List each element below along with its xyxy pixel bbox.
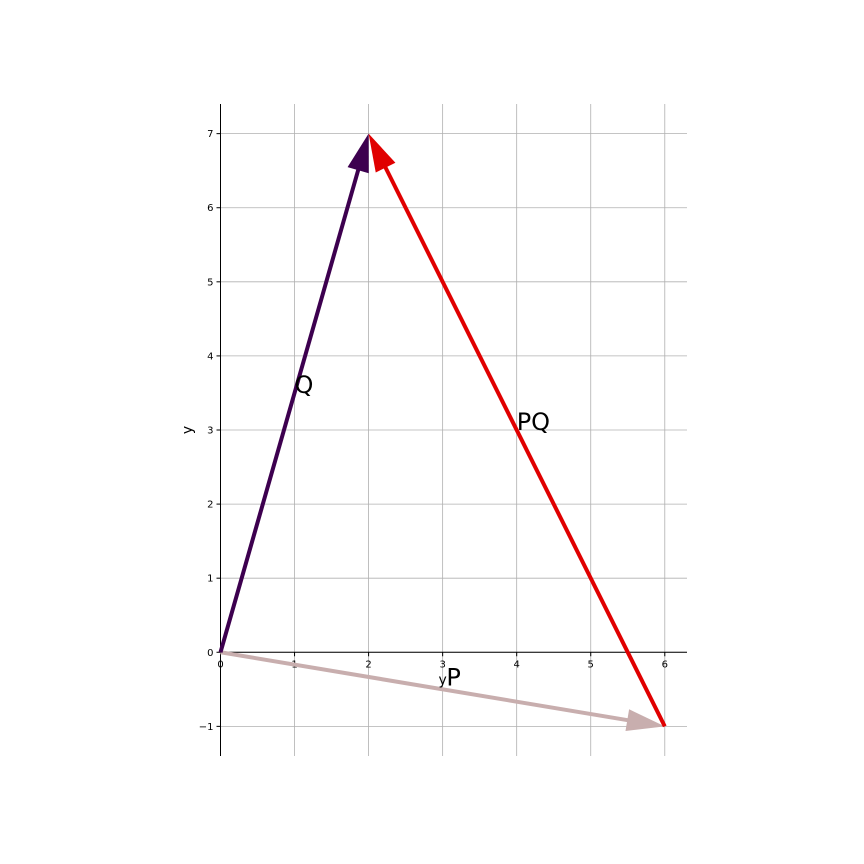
vectors bbox=[218, 133, 667, 731]
x-tick-label: 4 bbox=[514, 659, 520, 670]
x-tick-label: 3 bbox=[439, 659, 445, 670]
vector-pq-label: PQ bbox=[517, 408, 550, 436]
y-tick-label: 2 bbox=[207, 500, 213, 511]
vector-pq-arrowhead bbox=[368, 133, 396, 173]
vector-q-shaft bbox=[218, 167, 361, 653]
x-axis-label: y bbox=[438, 672, 446, 688]
x-tick-label: 0 bbox=[217, 659, 223, 670]
x-tick-label: 5 bbox=[588, 659, 594, 670]
y-tick-label: 1 bbox=[207, 574, 213, 585]
y-tick-label: 6 bbox=[207, 203, 213, 214]
grid bbox=[220, 104, 687, 756]
y-tick-label: 0 bbox=[207, 648, 213, 659]
x-tick-label: 2 bbox=[365, 659, 371, 670]
y-axis-label: y bbox=[180, 426, 196, 434]
y-tick-label: 5 bbox=[207, 277, 213, 288]
vector-p-arrowhead bbox=[625, 709, 665, 731]
vector-pq-shaft bbox=[382, 164, 667, 728]
y-tick-label: 3 bbox=[207, 426, 213, 437]
y-tick-label: −1 bbox=[199, 722, 214, 733]
y-tick-label: 4 bbox=[207, 351, 213, 362]
vector-p-label: P bbox=[446, 664, 460, 692]
vector-q-arrowhead bbox=[347, 133, 369, 174]
y-tick-label: 7 bbox=[207, 129, 213, 140]
x-tick-label: 6 bbox=[662, 659, 668, 670]
vector-p-shaft bbox=[220, 650, 630, 723]
vector-q-label: Q bbox=[295, 371, 314, 399]
